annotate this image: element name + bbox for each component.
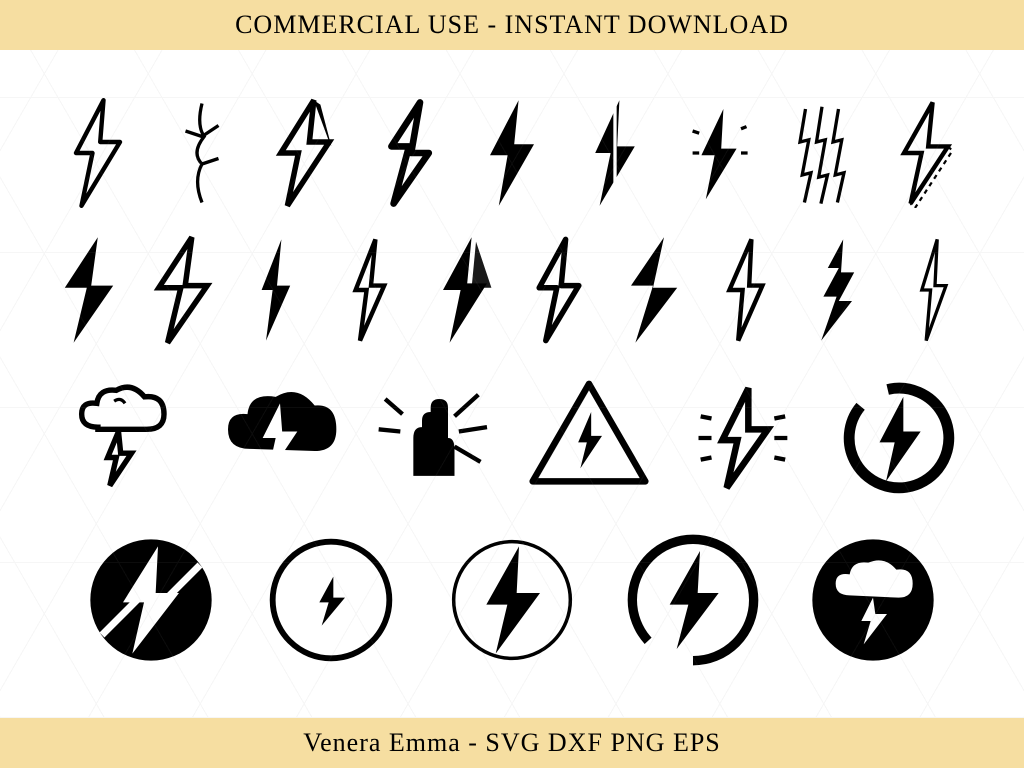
- icon-row-2: [40, 235, 984, 345]
- lightning-crack-icon: [157, 98, 247, 208]
- bolt-outline-narrow-icon: [326, 235, 416, 345]
- bolt-solid-narrow-icon: [232, 235, 322, 345]
- fist-lightning-icon: [365, 373, 505, 503]
- top-banner-text: COMMERCIAL USE - INSTANT DOWNLOAD: [235, 10, 789, 39]
- circle-solid-cloud-bolt-icon: [803, 530, 943, 670]
- circle-outline-bolt-small-icon: [261, 530, 401, 670]
- bolt-outline-tapered-icon: [702, 235, 792, 345]
- icon-row-3: [40, 373, 984, 503]
- bolt-outline-wide-icon: [138, 235, 228, 345]
- circle-thin-bolt-solid-icon: [442, 530, 582, 670]
- bolt-spark-lines-icon: [674, 98, 764, 208]
- bolt-spark-outline-icon: [674, 373, 814, 503]
- bolt-dotted-edge-icon: [881, 98, 971, 208]
- icon-row-4: [40, 530, 984, 670]
- cloud-solid-bolt-icon: [210, 373, 350, 503]
- bolt-solid-classic-icon: [467, 98, 557, 208]
- bottom-banner: Venera Emma - SVG DXF PNG EPS: [0, 718, 1024, 768]
- bolt-outline-sketch-icon: [53, 98, 143, 208]
- bolt-solid-zigzag-icon: [796, 235, 886, 345]
- bottom-banner-text: Venera Emma - SVG DXF PNG EPS: [303, 728, 721, 757]
- bolt-outline-chunky-icon: [364, 98, 454, 208]
- warning-triangle-bolt-icon: [519, 373, 659, 503]
- icon-row-1: [40, 98, 984, 208]
- bolt-outline-thin-icon: [890, 235, 980, 345]
- circle-solid-bolt-striped-icon: [81, 530, 221, 670]
- top-banner: COMMERCIAL USE - INSTANT DOWNLOAD: [0, 0, 1024, 50]
- bolt-solid-angular-icon: [608, 235, 698, 345]
- cloud-outline-bolt-icon: [55, 373, 195, 503]
- bolt-split-icon: [570, 98, 660, 208]
- bolt-solid-double-icon: [420, 235, 510, 345]
- bolt-outline-hollow-icon: [514, 235, 604, 345]
- bolt-solid-wide-icon: [44, 235, 134, 345]
- bolt-multi-jagged-icon: [777, 98, 867, 208]
- circle-split-bolt-icon: [623, 530, 763, 670]
- bolt-circle-ring-icon: [829, 373, 969, 503]
- bolt-outline-3d-icon: [260, 98, 350, 208]
- icon-grid: [0, 50, 1024, 718]
